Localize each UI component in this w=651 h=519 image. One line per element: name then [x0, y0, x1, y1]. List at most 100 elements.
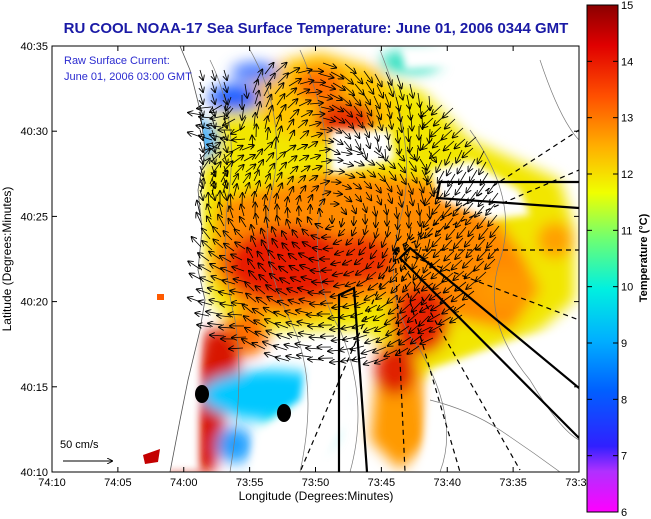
current-vector	[297, 196, 300, 206]
current-vector	[289, 167, 298, 175]
current-vector	[224, 93, 227, 104]
current-vector	[200, 93, 203, 104]
current-vector	[420, 136, 421, 150]
current-vector	[430, 148, 441, 158]
current-vector	[275, 115, 281, 128]
current-vector	[379, 269, 388, 278]
current-vector	[422, 114, 423, 129]
current-vector	[366, 114, 372, 126]
current-vector	[240, 217, 247, 228]
current-vector	[453, 127, 464, 138]
current-vector	[454, 237, 464, 248]
current-vector	[352, 204, 356, 213]
buoy-marker-east	[277, 404, 291, 422]
current-vector	[385, 148, 386, 161]
current-vector	[341, 217, 343, 226]
current-vector	[476, 271, 487, 281]
current-vector	[421, 106, 432, 117]
current-vector	[302, 277, 313, 280]
current-vector	[375, 128, 378, 141]
current-vector	[418, 180, 423, 192]
current-vector	[277, 335, 291, 340]
current-vector	[411, 290, 420, 301]
current-vector	[438, 170, 445, 183]
current-vector	[365, 224, 368, 234]
current-vector	[481, 172, 489, 185]
current-vector	[364, 158, 374, 165]
x-tick-label: 73:40	[433, 477, 461, 489]
current-vector	[436, 225, 445, 236]
current-vector	[268, 250, 276, 260]
y-axis-label: Latitude (Degrees:Minutes)	[0, 187, 14, 332]
current-vector	[344, 174, 354, 177]
current-vector	[457, 226, 467, 238]
x-tick-label: 73:35	[499, 477, 527, 489]
current-vector	[291, 278, 302, 283]
x-tick-label: 73:30	[565, 477, 593, 489]
colorbar-tick-label: 6	[621, 507, 627, 519]
current-vector	[411, 334, 423, 344]
current-vector	[286, 197, 288, 208]
current-vector	[212, 165, 215, 176]
current-vector	[312, 282, 324, 283]
colorbar-tick-label: 12	[621, 169, 633, 181]
current-vector	[202, 229, 211, 240]
current-vector	[212, 105, 215, 116]
current-vector	[425, 227, 434, 238]
current-vector	[362, 92, 370, 104]
current-vector	[487, 236, 497, 248]
current-vector	[385, 181, 392, 191]
colorbar-tick-label: 13	[621, 113, 633, 125]
current-vector	[359, 246, 367, 255]
current-vector	[486, 203, 496, 215]
current-vector	[424, 260, 430, 273]
current-vector	[341, 129, 350, 138]
current-vector	[375, 357, 389, 363]
current-vector	[308, 217, 312, 226]
current-vector	[269, 262, 278, 271]
current-vector	[318, 96, 332, 99]
current-vector	[409, 323, 421, 333]
current-vector	[212, 189, 215, 200]
current-vector	[343, 85, 354, 95]
current-vector	[254, 320, 267, 328]
current-vector	[322, 171, 333, 173]
current-vector	[248, 259, 256, 270]
current-vector	[466, 180, 475, 193]
current-vector	[408, 160, 416, 171]
current-vector	[324, 248, 334, 249]
current-vector	[280, 278, 291, 285]
current-vector	[319, 181, 329, 184]
current-vector	[267, 128, 268, 141]
current-vector	[213, 227, 222, 238]
current-vector	[223, 280, 236, 284]
current-vector	[297, 176, 305, 184]
current-vector	[263, 84, 270, 97]
current-vector	[476, 238, 486, 250]
current-vector	[274, 346, 288, 351]
current-vector	[455, 182, 464, 195]
current-vector	[289, 110, 299, 120]
current-vector	[454, 303, 466, 312]
current-vector	[423, 117, 434, 128]
current-vector	[385, 316, 397, 324]
current-vector	[370, 238, 376, 248]
current-vector	[417, 246, 421, 259]
current-vector	[310, 82, 325, 83]
current-vector	[299, 186, 306, 195]
current-vector	[300, 111, 312, 118]
current-vector	[414, 268, 421, 280]
current-vector	[468, 191, 477, 203]
current-vector	[212, 81, 215, 92]
x-axis-ticks: 74:10 74:05 74:00 73:55 73:50 73:45 73:40 73:35…	[38, 46, 593, 489]
current-vector	[296, 90, 309, 96]
current-vector	[234, 184, 237, 197]
current-vector	[285, 146, 295, 153]
current-vector	[452, 259, 463, 270]
current-vector	[200, 129, 203, 140]
current-vector	[425, 194, 433, 205]
current-vector	[342, 163, 353, 166]
current-vector	[468, 158, 476, 171]
current-vector	[399, 85, 403, 100]
current-vector	[224, 129, 227, 140]
